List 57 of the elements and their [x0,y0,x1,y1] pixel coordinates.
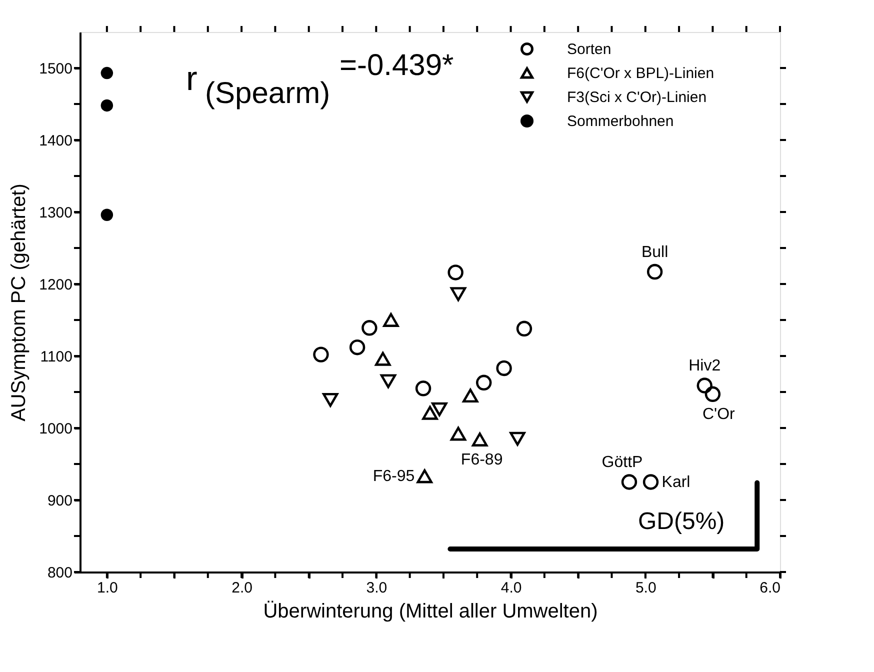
legend-label: Sorten [567,41,612,58]
point [313,346,329,362]
point [476,374,492,390]
annotation: Hiv2 [688,358,721,375]
point [496,360,512,376]
y-tick-label: 800 [47,564,72,582]
point [472,432,488,446]
x-axis-title: Überwinterung (Mittel aller Umwelten) [263,600,598,622]
point [362,320,378,336]
point [450,426,466,441]
y-tick-label: 1000 [39,420,72,438]
legend-label: F3(Sci x C'Or)-Linien [567,89,707,106]
point [450,287,466,302]
x-tick-label: 2.0 [232,580,252,596]
point [383,313,399,327]
point [432,402,448,416]
point [349,340,366,356]
point [100,99,114,112]
annotation: F6-95 [372,468,415,486]
y-tick-label: 1400 [39,132,72,150]
legend-label: Sommerbohnen [567,113,674,130]
point [704,386,721,402]
point [100,66,114,80]
point [462,388,478,403]
point [322,392,338,407]
point [380,374,396,388]
point [416,469,432,484]
point [646,264,663,280]
y-tick-label: 1100 [40,348,72,366]
point [422,406,438,420]
point [696,378,712,394]
y-axis-title: AUSymptom PC (gehärtet) [8,184,30,422]
annotation: Karl [662,474,690,491]
x-tick-label: 4.0 [500,580,522,596]
y-tick-label: 900 [47,492,72,510]
annotation: F6-89 [460,452,503,469]
point [375,352,391,366]
point [415,380,432,396]
x-tick-label: 6.0 [760,580,780,596]
y-tick-label: 1500 [39,60,72,78]
annotation: r(Spearm)=-0.439* [186,49,454,110]
point [100,208,114,221]
y-tick-label: 1200 [39,276,72,294]
point [642,474,659,490]
point [510,432,526,446]
annotation: C'Or [702,406,736,424]
annotation: GD(5%) [638,508,725,535]
x-tick-label: 1.0 [96,580,118,596]
annotation: GöttP [602,454,643,471]
x-tick-label: 5.0 [635,580,656,596]
y-tick-label: 1300 [39,204,72,222]
point [516,320,532,336]
point [621,474,638,490]
legend-label: F6(C'Or x BPL)-Linien [567,65,714,82]
annotation: Bull [641,244,668,261]
x-tick-label: 3.0 [366,580,388,596]
point [448,264,464,280]
